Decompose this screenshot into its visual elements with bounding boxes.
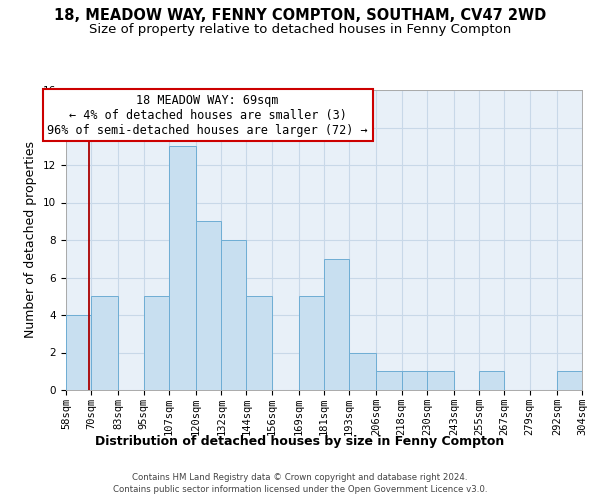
Text: Contains HM Land Registry data © Crown copyright and database right 2024.: Contains HM Land Registry data © Crown c… — [132, 472, 468, 482]
Bar — [557, 371, 582, 390]
Text: 18, MEADOW WAY, FENNY COMPTON, SOUTHAM, CV47 2WD: 18, MEADOW WAY, FENNY COMPTON, SOUTHAM, … — [54, 8, 546, 22]
Bar — [221, 240, 247, 390]
Bar — [66, 315, 91, 390]
Text: 18 MEADOW WAY: 69sqm
← 4% of detached houses are smaller (3)
96% of semi-detache: 18 MEADOW WAY: 69sqm ← 4% of detached ho… — [47, 94, 368, 136]
Bar — [479, 371, 505, 390]
Bar — [349, 352, 376, 390]
Bar — [247, 296, 272, 390]
Bar — [376, 371, 401, 390]
Text: Contains public sector information licensed under the Open Government Licence v3: Contains public sector information licen… — [113, 485, 487, 494]
Bar — [324, 259, 349, 390]
Text: Size of property relative to detached houses in Fenny Compton: Size of property relative to detached ho… — [89, 22, 511, 36]
Bar — [299, 296, 324, 390]
Bar — [143, 296, 169, 390]
Bar — [169, 146, 196, 390]
Text: Distribution of detached houses by size in Fenny Compton: Distribution of detached houses by size … — [95, 435, 505, 448]
Bar — [427, 371, 454, 390]
Y-axis label: Number of detached properties: Number of detached properties — [25, 142, 37, 338]
Bar — [401, 371, 427, 390]
Bar — [196, 221, 221, 390]
Bar — [91, 296, 118, 390]
